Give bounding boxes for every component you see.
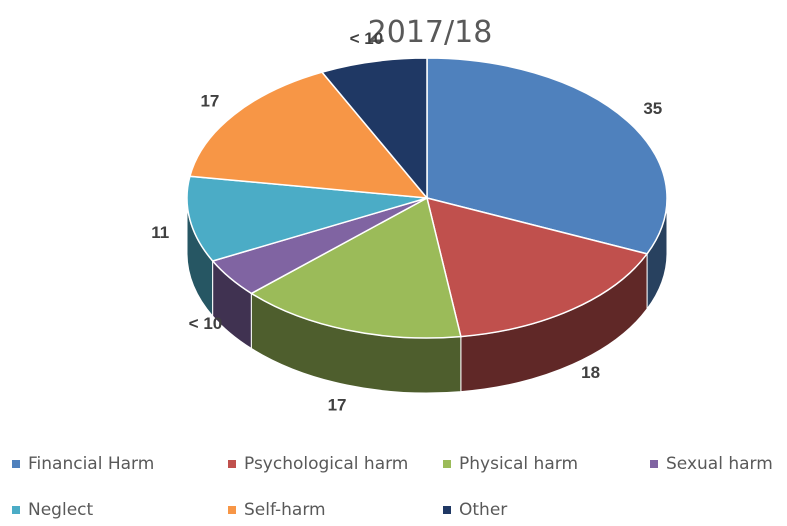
pie-labels: 35 18 17 < 10 11 17 < 10 — [151, 29, 662, 414]
legend-swatch — [228, 506, 236, 514]
legend-swatch — [443, 460, 451, 468]
data-label: 17 — [328, 395, 347, 414]
chart-title: 2017/18 — [368, 15, 493, 50]
legend: Financial Harm Psychological harm Physical… — [0, 450, 787, 526]
legend-label: Psychological harm — [244, 454, 409, 474]
legend-label: Sexual harm — [666, 454, 773, 474]
legend-label: Neglect — [28, 500, 94, 520]
legend-swatch — [12, 506, 20, 514]
pie-slice — [249, 196, 462, 339]
legend-swatch — [650, 460, 658, 468]
data-label: 18 — [581, 363, 600, 382]
data-label: 35 — [643, 99, 662, 118]
legend-item: Self-harm — [228, 500, 326, 520]
data-label: < 10 — [350, 29, 384, 48]
pie-slice — [188, 71, 429, 199]
data-label: < 10 — [189, 314, 223, 333]
pie-tops — [186, 57, 668, 339]
pie-slice — [186, 175, 428, 262]
legend-item: Physical harm — [443, 454, 578, 474]
data-label: 17 — [200, 91, 219, 110]
legend-item: Other — [443, 500, 507, 520]
legend-swatch — [443, 506, 451, 514]
legend-item: Psychological harm — [228, 454, 408, 474]
pie-slice — [426, 57, 668, 255]
legend-swatch — [12, 460, 20, 468]
legend-label: Financial Harm — [28, 454, 155, 474]
data-label: 11 — [151, 223, 169, 242]
legend-item: Financial Harm — [12, 454, 154, 474]
legend-label: Self-harm — [244, 500, 326, 520]
legend-item: Sexual harm — [650, 454, 773, 474]
pie-slice — [425, 196, 649, 338]
legend-swatch — [228, 460, 236, 468]
pie-slice — [320, 57, 428, 201]
legend-item: Neglect — [12, 500, 93, 520]
legend-label: Other — [459, 500, 508, 520]
legend-label: Physical harm — [459, 454, 578, 474]
